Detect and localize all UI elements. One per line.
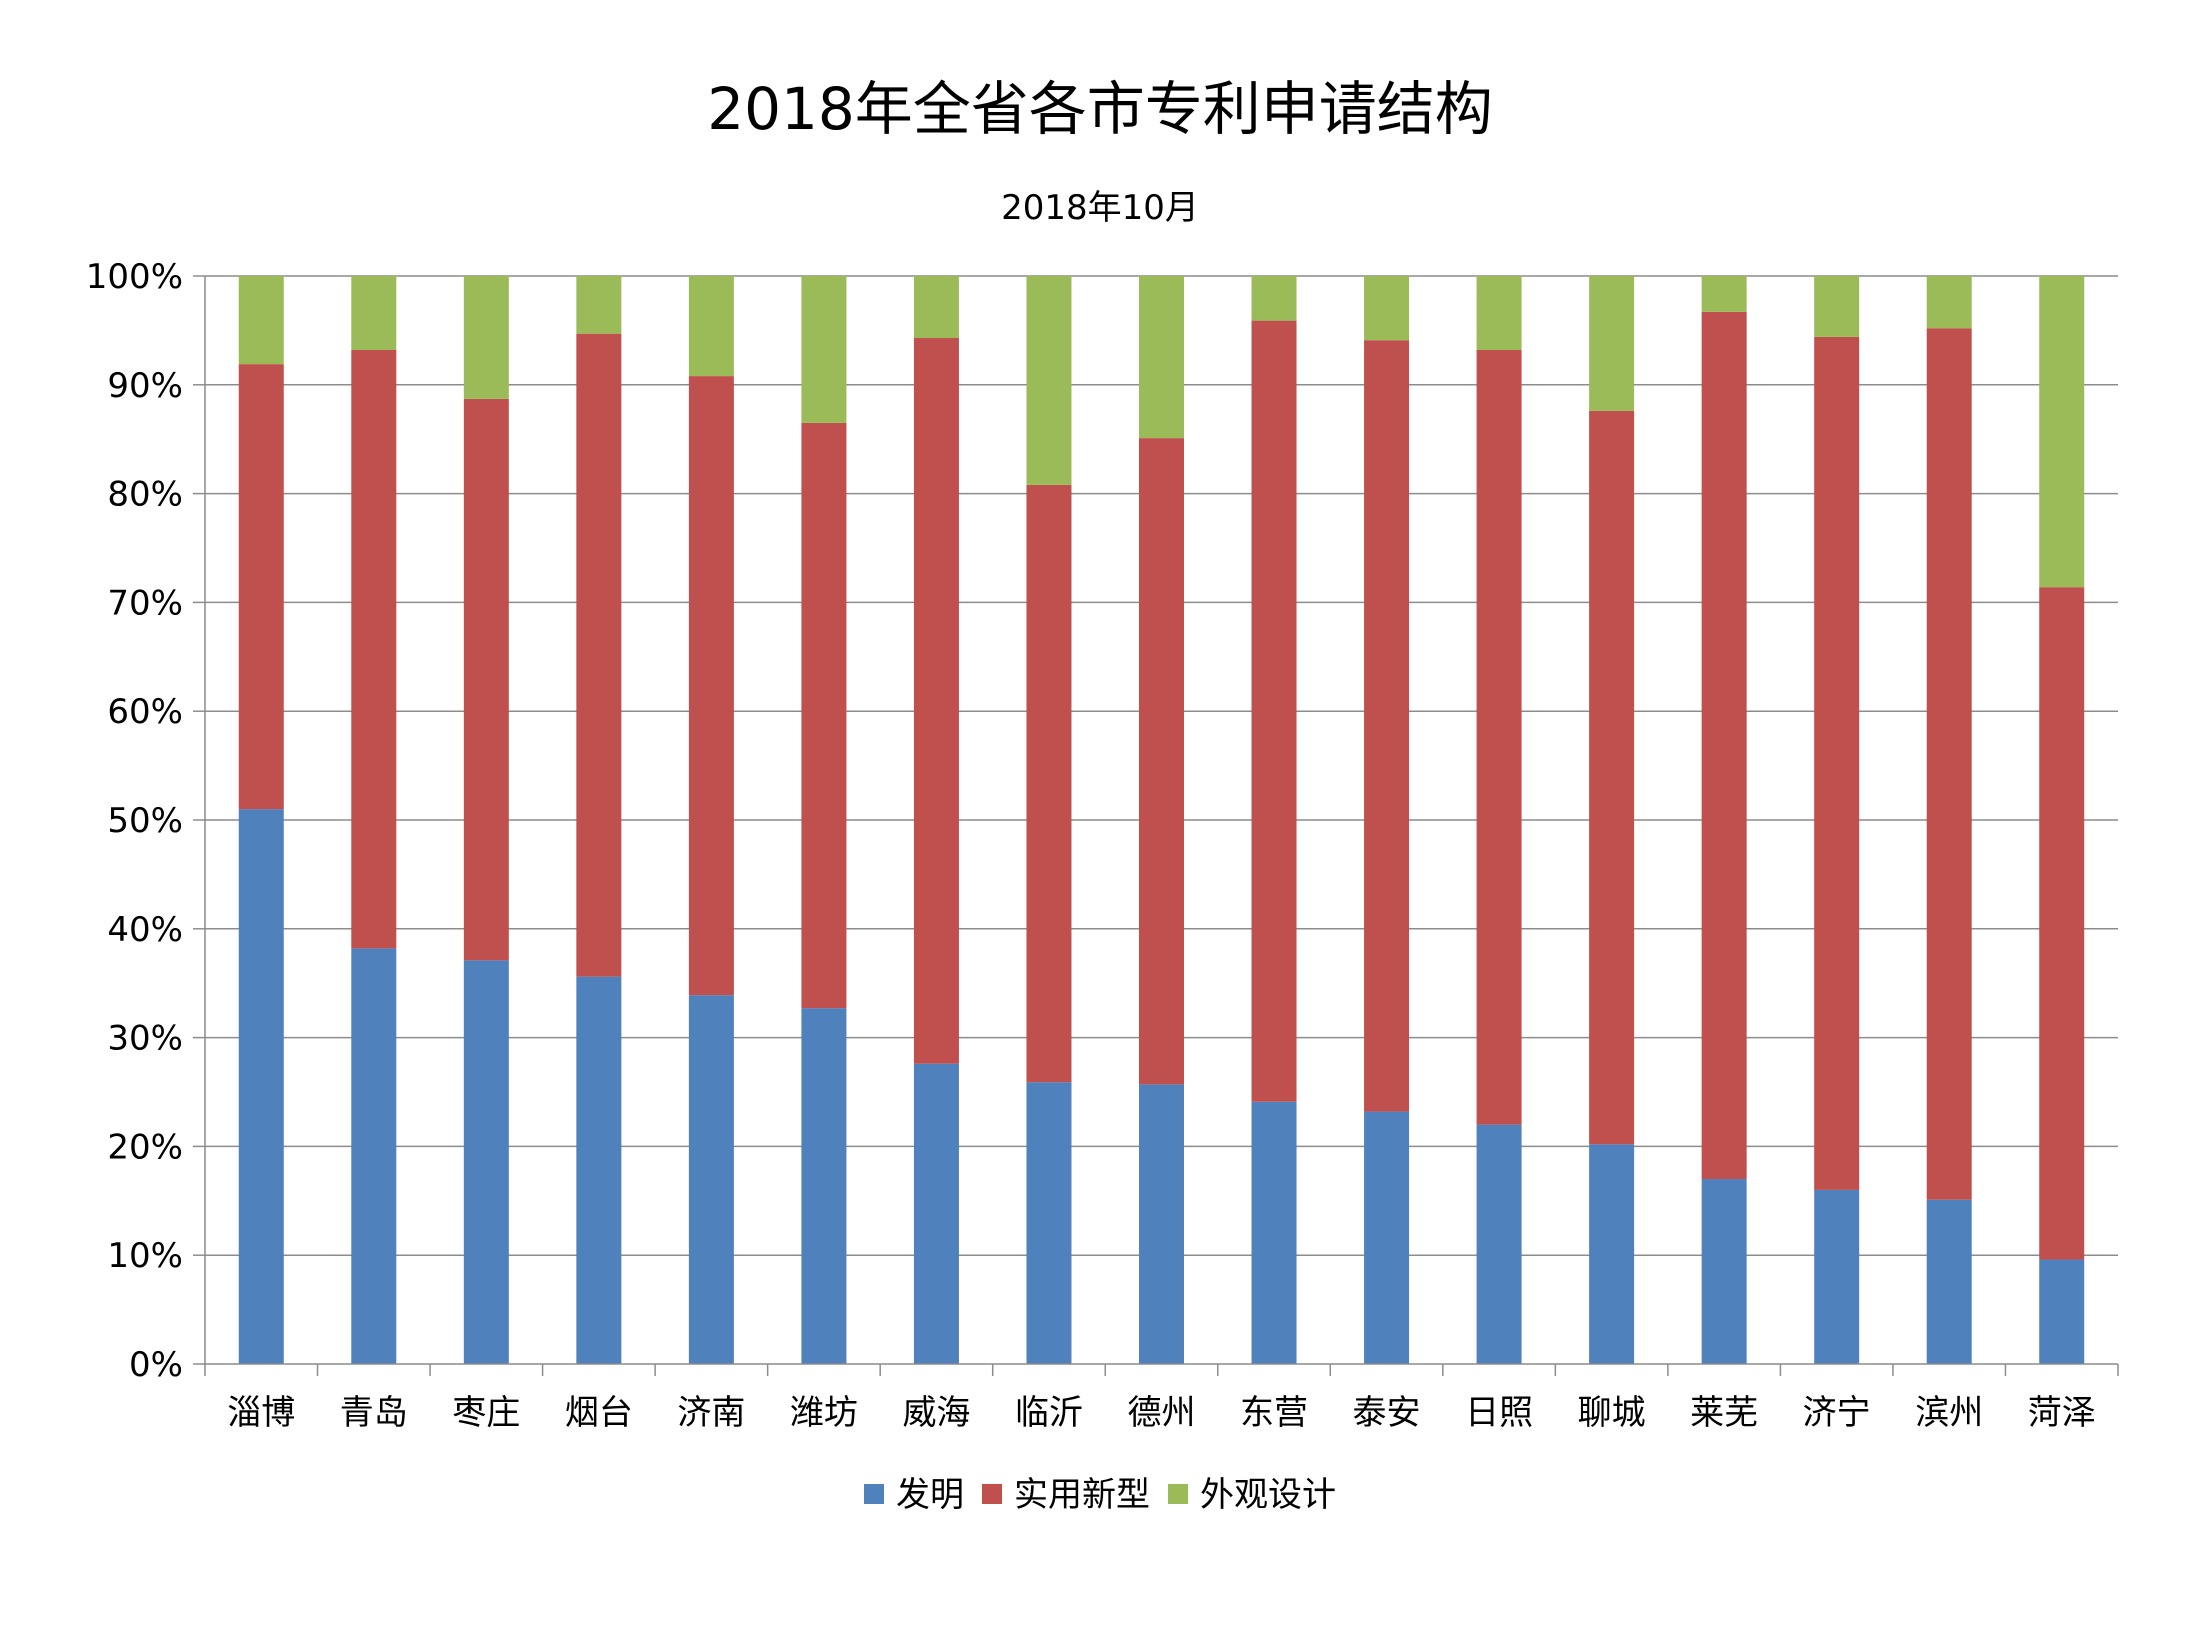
bar-实用新型-德州 — [1139, 438, 1184, 1085]
x-tick-labels: 淄博 青岛 枣庄 烟台 济南 潍坊 威海 临沂 德州 东营 泰安 日照 聊城 莱芜 济宁 滨州 菏泽 — [227, 1393, 2095, 1433]
bar-实用新型-莱芜 — [1701, 311, 1747, 1180]
bar-发明-聊城 — [1589, 1144, 1635, 1364]
bar-外观设计-淄博 — [238, 276, 284, 365]
bar-外观设计-威海 — [913, 276, 959, 339]
bar-实用新型-济宁 — [1814, 336, 1860, 1190]
y-tick-label: 80% — [107, 475, 183, 515]
y-tick-labels: 0% 10% 20% 30% 40% 50% 60% 70% 80% 90% 100% — [86, 257, 183, 1385]
y-tick-label: 0% — [129, 1345, 183, 1385]
bar-发明-淄博 — [238, 809, 284, 1364]
bar-发明-莱芜 — [1701, 1179, 1747, 1364]
x-tick-label: 临沂 — [1015, 1393, 1083, 1433]
legend-label: 外观设计 — [1200, 1475, 1336, 1515]
bar-外观设计-日照 — [1476, 276, 1522, 350]
legend-swatch-外观设计 — [1168, 1484, 1188, 1504]
legend-label: 实用新型 — [1014, 1475, 1150, 1515]
x-tick-label: 菏泽 — [2028, 1393, 2096, 1433]
bar-实用新型-威海 — [913, 338, 959, 1064]
bar-实用新型-青岛 — [351, 349, 397, 949]
x-tick-label: 德州 — [1128, 1393, 1196, 1433]
bar-实用新型-滨州 — [1926, 328, 1972, 1200]
y-tick-label: 20% — [107, 1127, 183, 1167]
bar-外观设计-德州 — [1139, 276, 1184, 439]
bar-外观设计-滨州 — [1926, 276, 1972, 329]
y-tick-label: 100% — [86, 257, 183, 297]
bar-外观设计-枣庄 — [463, 276, 509, 399]
y-tick-label: 40% — [107, 910, 183, 950]
x-tick-label: 济宁 — [1803, 1393, 1871, 1433]
y-tick-label: 90% — [107, 366, 183, 406]
bar-发明-日照 — [1476, 1124, 1522, 1364]
bar-外观设计-济南 — [688, 276, 734, 377]
x-tick-label: 威海 — [902, 1393, 970, 1433]
bar-发明-菏泽 — [2039, 1259, 2085, 1364]
x-tick-label: 济南 — [677, 1393, 745, 1433]
bar-实用新型-泰安 — [1364, 340, 1410, 1112]
bar-外观设计-菏泽 — [2039, 276, 2085, 588]
bar-实用新型-临沂 — [1026, 484, 1072, 1083]
x-tick-label: 淄博 — [227, 1393, 295, 1433]
bar-实用新型-聊城 — [1589, 410, 1635, 1145]
bar-发明-东营 — [1251, 1101, 1297, 1364]
y-tick-label: 30% — [107, 1019, 183, 1059]
bar-发明-潍坊 — [801, 1008, 847, 1364]
bar-外观设计-潍坊 — [801, 276, 847, 423]
bar-发明-青岛 — [351, 948, 397, 1364]
x-tick-label: 枣庄 — [452, 1393, 520, 1433]
bar-实用新型-淄博 — [238, 364, 284, 810]
legend: 发明 实用新型 外观设计 — [864, 1475, 1336, 1515]
legend-swatch-实用新型 — [982, 1484, 1002, 1504]
bar-实用新型-日照 — [1476, 349, 1522, 1125]
x-tick-label: 烟台 — [565, 1393, 633, 1433]
y-tick-label: 60% — [107, 692, 183, 732]
bar-外观设计-青岛 — [351, 276, 397, 350]
bar-实用新型-济南 — [688, 376, 734, 996]
bar-实用新型-枣庄 — [463, 398, 509, 961]
legend-label: 发明 — [896, 1475, 964, 1515]
x-tick-label: 青岛 — [340, 1393, 408, 1433]
bars — [238, 276, 2085, 1364]
x-tick-label: 日照 — [1465, 1393, 1533, 1433]
bar-发明-枣庄 — [463, 960, 509, 1364]
bar-实用新型-烟台 — [576, 333, 622, 977]
x-tick-label: 莱芜 — [1690, 1393, 1758, 1433]
bar-外观设计-聊城 — [1589, 276, 1635, 411]
x-tick-label: 东营 — [1240, 1393, 1308, 1433]
bar-发明-泰安 — [1364, 1111, 1410, 1364]
x-tick-label: 滨州 — [1915, 1393, 1983, 1433]
x-tick-label: 泰安 — [1353, 1393, 1421, 1433]
bar-实用新型-东营 — [1251, 320, 1297, 1102]
bar-发明-济南 — [688, 995, 734, 1364]
chart-subtitle: 2018年10月 — [1001, 188, 1199, 228]
bar-发明-德州 — [1139, 1084, 1184, 1364]
bar-外观设计-济宁 — [1814, 276, 1860, 337]
y-tick-label: 50% — [107, 801, 183, 841]
x-tick-label: 聊城 — [1578, 1393, 1646, 1433]
bar-发明-威海 — [913, 1063, 959, 1364]
x-tick-label: 潍坊 — [790, 1393, 858, 1433]
bar-发明-济宁 — [1814, 1189, 1860, 1364]
bar-外观设计-临沂 — [1026, 276, 1072, 485]
bar-实用新型-潍坊 — [801, 422, 847, 1009]
bar-外观设计-莱芜 — [1701, 276, 1747, 312]
bar-外观设计-东营 — [1251, 276, 1297, 321]
y-tick-label: 70% — [107, 583, 183, 623]
axes — [193, 275, 2119, 1376]
bar-实用新型-菏泽 — [2039, 587, 2085, 1260]
legend-swatch-发明 — [864, 1484, 884, 1504]
bar-外观设计-烟台 — [576, 276, 622, 334]
chart-title: 2018年全省各市专利申请结构 — [707, 75, 1493, 143]
y-tick-label: 10% — [107, 1236, 183, 1276]
bar-发明-滨州 — [1926, 1199, 1972, 1364]
bar-发明-烟台 — [576, 976, 622, 1364]
bar-发明-临沂 — [1026, 1082, 1072, 1364]
bar-外观设计-泰安 — [1364, 276, 1410, 341]
